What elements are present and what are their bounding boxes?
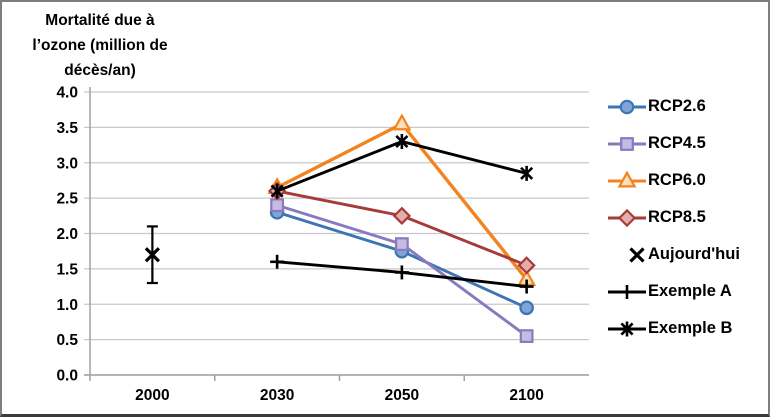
y-tick-label: 4.0: [56, 85, 78, 102]
legend-item-exemple-a: Exemple A: [606, 273, 740, 310]
y-tick-label: 3.0: [56, 155, 78, 172]
legend-label: Exemple B: [648, 319, 733, 337]
legend-item-exemple-b: Exemple B: [606, 310, 740, 347]
circle-legend-icon: [608, 99, 646, 114]
star-marker: [620, 321, 634, 336]
legend-item-rcp8.5: RCP8.5: [606, 199, 740, 236]
y-tick-label: 0.0: [56, 368, 78, 385]
legend-label: RCP4.5: [648, 134, 706, 152]
diamond-marker: [392, 206, 412, 225]
plus-legend-icon: [608, 284, 646, 299]
square-marker: [519, 329, 534, 343]
legend-item-rcp2.6: RCP2.6: [606, 88, 740, 125]
square-legend-icon: [608, 136, 646, 151]
triangle-legend-icon: [608, 170, 646, 187]
diamond-marker: [517, 256, 536, 275]
triangle-marker: [617, 170, 637, 187]
circle-marker: [519, 300, 534, 316]
star-legend-icon: [608, 321, 646, 336]
y-tick-label: 0.5: [56, 332, 78, 349]
y-tick-label: 1.0: [56, 297, 78, 314]
star-marker: [395, 134, 409, 150]
y-tick-label: 3.5: [56, 120, 78, 137]
plus-marker: [519, 279, 534, 294]
plus-marker: [620, 284, 634, 299]
x-tick-label: 2100: [509, 387, 543, 404]
x-marker: [144, 247, 161, 263]
legend-label: Aujourd'hui: [648, 245, 740, 263]
diamond-legend-icon: [608, 208, 646, 227]
x-tick-label: 2050: [385, 387, 419, 404]
y-tick-label: 1.5: [56, 261, 78, 278]
star-marker: [270, 183, 284, 199]
series-line-RCP2.6: [276, 210, 528, 310]
y-tick-label: 2.5: [56, 191, 78, 208]
x-tick-label: 2000: [135, 387, 169, 404]
legend-item-rcp4.5: RCP4.5: [606, 125, 740, 162]
y-tick-label: 2.0: [56, 226, 78, 243]
legend-label: RCP2.6: [648, 97, 706, 115]
triangle-marker: [392, 113, 412, 131]
chart-title: Mortalité due à l’ozone (million de décè…: [32, 12, 168, 79]
chart-legend: RCP2.6 RCP4.5 RCP6.0 RCP8.5 Aujourd'hui Exemp…: [606, 88, 740, 347]
circle-marker: [619, 99, 635, 114]
diamond-marker: [617, 208, 637, 227]
x-tick-label: 2030: [260, 387, 294, 404]
square-marker: [620, 136, 634, 151]
legend-label: RCP8.5: [648, 208, 706, 226]
star-marker: [520, 165, 534, 181]
legend-item-rcp6.0: RCP6.0: [606, 162, 740, 199]
plus-marker: [270, 254, 285, 269]
legend-item-aujourd-hui: Aujourd'hui: [606, 236, 740, 273]
legend-label: Exemple A: [648, 282, 732, 300]
x-legend-icon: [629, 246, 645, 263]
plus-marker: [394, 265, 409, 280]
x-marker: [629, 246, 645, 263]
square-marker: [394, 237, 409, 252]
square-marker: [270, 198, 285, 213]
legend-label: RCP6.0: [648, 171, 706, 189]
